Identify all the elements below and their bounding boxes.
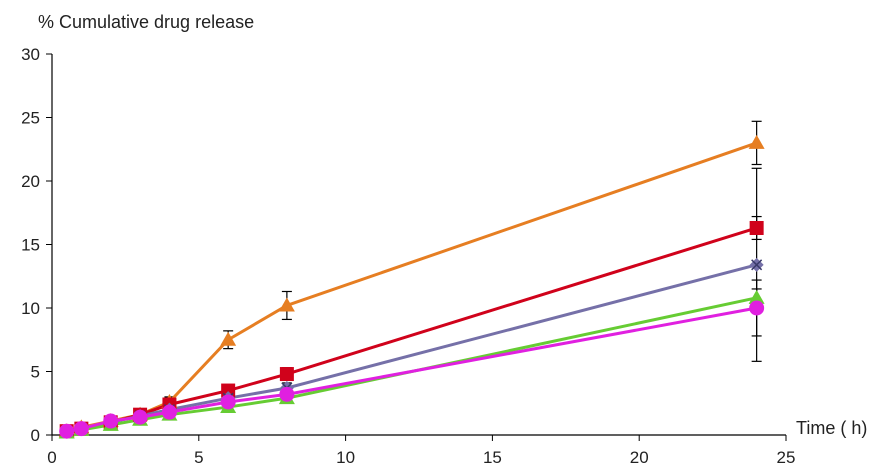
data-point-series-1 xyxy=(220,331,237,346)
x-tick-label: 10 xyxy=(336,448,355,466)
x-tick-label: 25 xyxy=(777,448,796,466)
y-tick-label: 15 xyxy=(21,236,40,255)
data-point-series-2 xyxy=(749,220,764,235)
x-tick-label: 15 xyxy=(483,448,502,466)
x-tick-label: 20 xyxy=(630,448,649,466)
y-tick-label: 30 xyxy=(21,45,40,64)
data-point-series-1 xyxy=(748,134,765,149)
y-tick-label: 20 xyxy=(21,172,40,191)
data-point-series-5 xyxy=(59,423,75,439)
data-point-series-5 xyxy=(279,386,295,402)
x-tick-label: 0 xyxy=(47,448,56,466)
x-tick-label: 5 xyxy=(194,448,203,466)
data-point-series-5 xyxy=(132,409,148,425)
data-point-series-5 xyxy=(220,394,236,410)
series-line-1 xyxy=(66,141,758,433)
y-tick-label: 0 xyxy=(31,426,40,445)
x-axis-label: Time ( h) xyxy=(796,418,868,438)
data-point-series-4 xyxy=(748,289,765,304)
y-tick-label: 25 xyxy=(21,109,40,128)
data-point-series-5 xyxy=(103,413,119,429)
data-point-series-5 xyxy=(73,421,89,437)
y-axis-label: % Cumulative drug release xyxy=(38,12,255,32)
data-point-series-1 xyxy=(278,297,295,312)
y-tick-label: 5 xyxy=(31,363,40,382)
data-point-series-5 xyxy=(749,300,765,316)
data-point-series-2 xyxy=(279,367,294,382)
data-point-series-3-cross xyxy=(751,259,763,271)
data-point-series-5 xyxy=(161,404,177,420)
y-tick-label: 10 xyxy=(21,299,40,318)
